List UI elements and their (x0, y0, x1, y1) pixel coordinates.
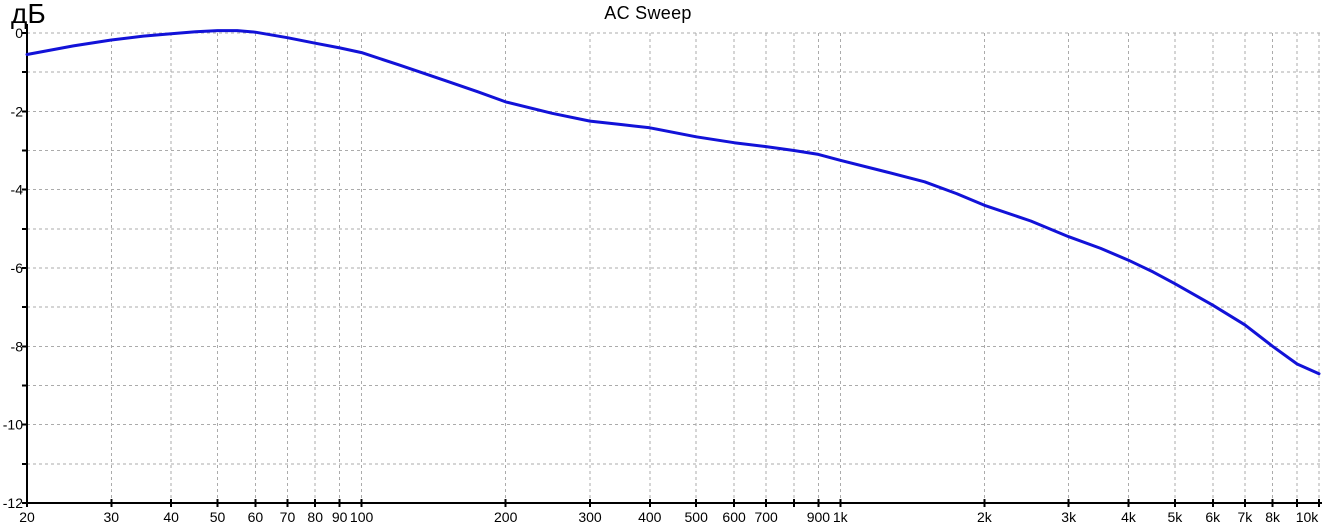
y-axis-unit-label: дБ (11, 0, 46, 29)
svg-text:200: 200 (494, 509, 518, 525)
svg-text:40: 40 (163, 509, 179, 525)
svg-text:-12: -12 (3, 495, 23, 511)
svg-text:700: 700 (754, 509, 778, 525)
svg-text:-2: -2 (11, 103, 24, 119)
svg-text:-4: -4 (11, 182, 24, 198)
svg-text:100: 100 (350, 509, 374, 525)
chart-title: AC Sweep (604, 3, 692, 23)
svg-text:400: 400 (638, 509, 662, 525)
y-tick-labels: 0 -2 -4 -6 -8 -10 -12 (3, 25, 23, 511)
svg-text:30: 30 (104, 509, 120, 525)
svg-text:500: 500 (685, 509, 709, 525)
svg-text:8k: 8k (1265, 509, 1281, 525)
x-tick-labels: 20 30 40 50 60 70 80 90 100 200 300 400 500 600 700 900… (19, 509, 1319, 525)
svg-text:20: 20 (19, 509, 35, 525)
svg-text:70: 70 (280, 509, 296, 525)
svg-text:900: 900 (807, 509, 831, 525)
svg-text:-6: -6 (11, 260, 24, 276)
svg-text:7k: 7k (1237, 509, 1253, 525)
svg-text:-10: -10 (3, 417, 23, 433)
svg-text:80: 80 (307, 509, 323, 525)
svg-text:50: 50 (210, 509, 226, 525)
axes (26, 24, 1322, 504)
svg-text:10k: 10k (1296, 509, 1320, 525)
svg-text:600: 600 (722, 509, 746, 525)
svg-text:-8: -8 (11, 338, 24, 354)
frequency-response-curve (25, 29, 1321, 376)
gridlines (27, 32, 1322, 503)
svg-text:2k: 2k (977, 509, 993, 525)
svg-text:4k: 4k (1121, 509, 1137, 525)
svg-text:90: 90 (332, 509, 348, 525)
svg-text:300: 300 (578, 509, 602, 525)
svg-text:5k: 5k (1167, 509, 1183, 525)
tick-marks (22, 32, 1320, 507)
svg-text:6k: 6k (1205, 509, 1221, 525)
svg-text:3k: 3k (1061, 509, 1077, 525)
svg-text:60: 60 (248, 509, 264, 525)
svg-text:0: 0 (15, 25, 23, 41)
svg-text:1k: 1k (833, 509, 849, 525)
